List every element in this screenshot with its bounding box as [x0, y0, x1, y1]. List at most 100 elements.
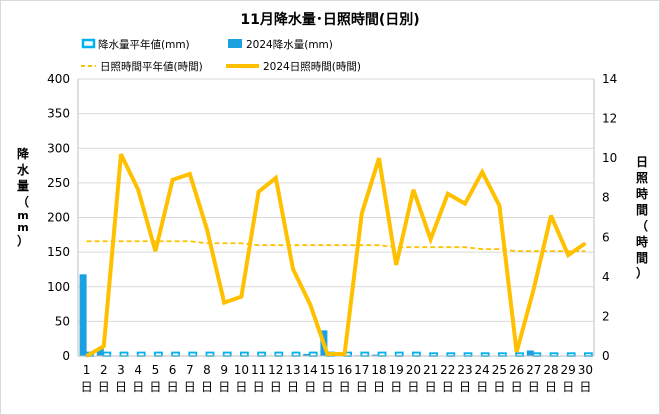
bar-2024-precip — [80, 274, 87, 356]
x-tick-label: 24 — [475, 363, 490, 377]
legend-swatch-normal-precip — [83, 40, 94, 47]
bar-normal-precip — [241, 353, 248, 356]
x-tick-label: 2 — [100, 363, 108, 377]
y-left-ticks: 0 50 100 150 200 250 300 350 400 — [47, 72, 70, 363]
y-right-title-char: 日 — [636, 155, 648, 169]
x-tick-label: 10 — [234, 363, 249, 377]
x-tick-label-day: 日 — [321, 380, 333, 394]
y-left-title-char: ） — [17, 233, 29, 248]
x-tick-label: 27 — [526, 363, 541, 377]
y-right-title-char: ） — [636, 265, 648, 280]
x-tick-label: 1 — [83, 363, 91, 377]
chart-title: 11月降水量･日照時間(日別) — [240, 11, 419, 28]
bar-2024-precip — [527, 350, 534, 356]
x-tick-label-day: 日 — [356, 380, 368, 394]
x-tick-label: 28 — [543, 363, 558, 377]
x-tick-label-day: 日 — [579, 380, 591, 394]
y-left-title-char: 水 — [17, 162, 30, 177]
y-left-title-char: （ — [17, 194, 29, 209]
y-right-title-char: 照 — [636, 170, 648, 185]
bar-normal-precip — [413, 353, 420, 356]
bar-normal-precip — [310, 353, 317, 356]
x-tick-label-day: 日 — [270, 380, 282, 394]
x-tick-label-day: 日 — [304, 380, 316, 394]
y-right-tick-label: 14 — [602, 72, 617, 86]
y-left-tick-label: 100 — [47, 280, 70, 294]
x-tick-label-day: 日 — [373, 380, 385, 394]
x-tick-label: 19 — [389, 363, 404, 377]
x-tick-label-day: 日 — [339, 380, 351, 394]
y-left-tick-label: 350 — [47, 107, 70, 121]
y-right-tick-label: 6 — [602, 230, 610, 244]
x-tick-label: 12 — [268, 363, 283, 377]
legend-swatch-2024-precip — [228, 39, 242, 48]
bar-normal-precip — [293, 353, 300, 356]
series-line-2024-sunshine — [87, 154, 586, 356]
x-tick-label-day: 日 — [562, 380, 574, 394]
y-left-tick-label: 200 — [47, 211, 70, 225]
x-tick-label: 29 — [561, 363, 576, 377]
y-left-tick-label: 300 — [47, 141, 70, 155]
x-tick-label: 7 — [186, 363, 194, 377]
x-tick-label-day: 日 — [167, 380, 179, 394]
bar-normal-precip — [275, 353, 282, 356]
x-tick-label-day: 日 — [287, 380, 299, 394]
x-tick-label-day: 日 — [98, 380, 110, 394]
x-tick-label-day: 日 — [253, 380, 265, 394]
x-tick-label: 13 — [285, 363, 300, 377]
x-tick-label: 21 — [423, 363, 438, 377]
y-right-tick-label: 10 — [602, 151, 617, 165]
x-tick-label: 25 — [492, 363, 507, 377]
x-tick-label-day: 日 — [511, 380, 523, 394]
x-tick-label-day: 日 — [390, 380, 402, 394]
y-right-tick-label: 8 — [602, 191, 610, 205]
bar-normal-precip — [396, 353, 403, 356]
x-tick-label: 30 — [578, 363, 593, 377]
bar-normal-precip — [189, 353, 196, 356]
legend-label-normal-precip: 降水量平年値(mm) — [98, 38, 190, 51]
x-tick-label: 6 — [169, 363, 177, 377]
legend-label-2024-sunshine: 2024日照時間(時間) — [263, 61, 361, 73]
bar-normal-precip — [207, 353, 214, 356]
bar-normal-precip — [379, 353, 386, 356]
x-tick-label-day: 日 — [493, 380, 505, 394]
x-tick-label-day: 日 — [545, 380, 557, 394]
x-tick-label: 5 — [152, 363, 160, 377]
y-right-tick-label: 0 — [602, 349, 610, 363]
legend-label-normal-sunshine: 日照時間平年値(時間) — [100, 60, 203, 73]
legend-label-2024-precip: 2024降水量(mm) — [246, 38, 333, 51]
y-right-title-char: 間 — [636, 251, 648, 265]
x-tick-label-day: 日 — [459, 380, 471, 394]
x-tick-label-day: 日 — [201, 380, 213, 394]
x-tick-label-day: 日 — [218, 380, 230, 394]
y-left-tick-label: 0 — [62, 349, 70, 363]
x-tick-label: 20 — [406, 363, 421, 377]
bar-normal-precip — [172, 353, 179, 356]
y-right-title-char: （ — [636, 218, 648, 233]
x-tick-label: 22 — [440, 363, 455, 377]
x-tick-label: 14 — [303, 363, 318, 377]
bar-normal-precip — [138, 353, 145, 356]
bar-normal-precip — [361, 353, 368, 356]
y-left-tick-label: 50 — [55, 314, 70, 328]
y-axis-right-title: 日 照 時 間 （ 時 間 ） — [636, 155, 648, 280]
x-tick-label-day: 日 — [81, 380, 93, 394]
bar-normal-precip — [155, 353, 162, 356]
x-ticks: 1日2日3日4日5日6日7日8日9日10日11日12日13日14日15日16日1… — [81, 363, 593, 394]
x-tick-label-day: 日 — [235, 380, 247, 394]
y-left-tick-label: 400 — [47, 72, 70, 86]
bar-normal-precip — [258, 353, 265, 356]
bar-normal-precip — [121, 353, 128, 356]
x-tick-label-day: 日 — [132, 380, 144, 394]
y-axis-left-title: 降 水 量 （ m m ） — [17, 146, 30, 248]
x-tick-label-day: 日 — [442, 380, 454, 394]
x-tick-label-day: 日 — [528, 380, 540, 394]
x-tick-label-day: 日 — [425, 380, 437, 394]
x-tick-label-day: 日 — [184, 380, 196, 394]
x-tick-label: 23 — [457, 363, 472, 377]
x-tick-label-day: 日 — [407, 380, 419, 394]
y-right-ticks: 0 2 4 6 8 10 12 14 — [602, 72, 617, 363]
y-left-tick-label: 150 — [47, 245, 70, 259]
